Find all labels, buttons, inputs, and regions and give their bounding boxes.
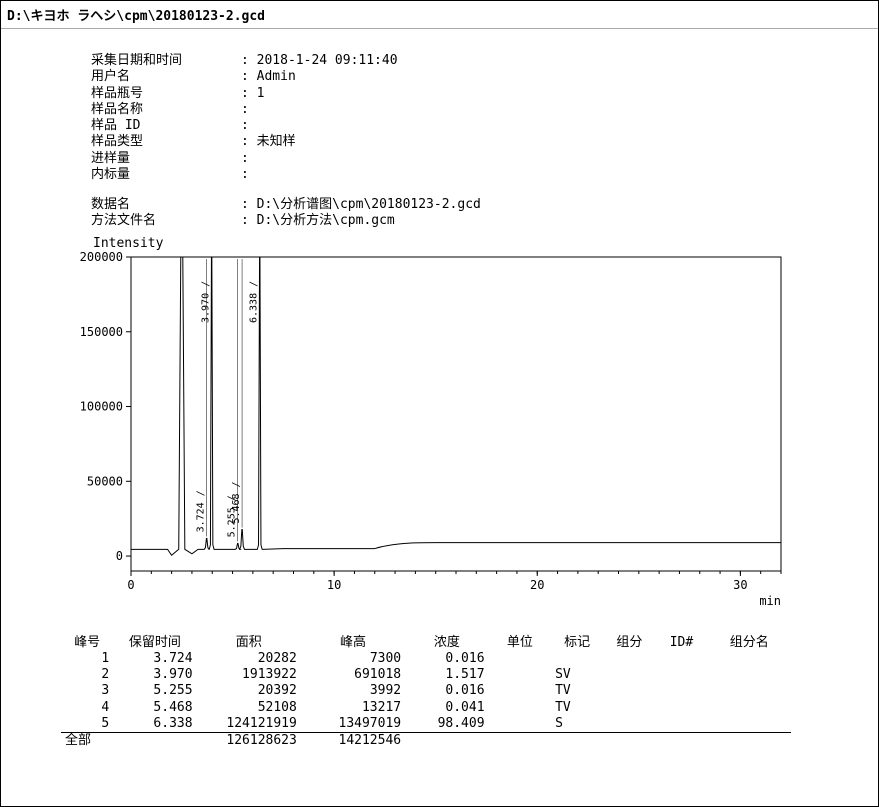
file-path: D:\キヨホ ラヘシ\cpm\20180123-2.gcd — [7, 9, 265, 24]
label-inj-volume: 进样量 — [91, 151, 241, 167]
svg-text:30: 30 — [733, 578, 747, 592]
table-totals: 全部12612862314212546 — [61, 733, 791, 750]
table-row: 13.7242028273000.016 — [61, 651, 791, 667]
peak-table-header: 峰号 保留时间 面积 峰高 浓度 单位 标记 组分 ID# 组分名 — [61, 635, 791, 651]
peak-table-body: 13.7242028273000.01623.97019139226910181… — [61, 651, 791, 750]
svg-text:150000: 150000 — [80, 324, 123, 338]
hdr-id: ID# — [655, 635, 707, 651]
label-istd-amount: 内标量 — [91, 167, 241, 183]
label-data-file: 数据名 — [91, 197, 241, 213]
value-user: Admin — [241, 69, 878, 85]
svg-text:3.970 /: 3.970 / — [201, 280, 212, 322]
value-sample-type: 未知样 — [241, 134, 878, 150]
sample-meta: 采集日期和时间 2018-1-24 09:11:40 用户名 Admin 样品瓶… — [91, 53, 878, 183]
svg-text:200000: 200000 — [80, 251, 123, 264]
value-sample-id — [241, 118, 878, 134]
file-path-bar: D:\キヨホ ラヘシ\cpm\20180123-2.gcd — [1, 1, 878, 29]
svg-text:5.468 /: 5.468 / — [231, 481, 242, 523]
value-method-file: D:\分析方法\cpm.gcm — [241, 213, 878, 229]
chromatogram-chart: 0 50000 100000 150000 200000 0 10 20 30 min 3.724 … — [61, 251, 791, 631]
peak-table-wrap: 峰号 保留时间 面积 峰高 浓度 单位 标记 组分 ID# 组分名 13.724… — [61, 635, 791, 750]
hdr-conc: 浓度 — [405, 635, 488, 651]
hdr-rt: 保留时间 — [113, 635, 196, 651]
svg-text:6.338 /: 6.338 / — [249, 280, 260, 322]
hdr-mark: 标记 — [551, 635, 603, 651]
svg-text:100000: 100000 — [80, 399, 123, 413]
value-vial: 1 — [241, 86, 878, 102]
svg-text:3.724 /: 3.724 / — [196, 490, 207, 532]
value-sample-name — [241, 102, 878, 118]
hdr-name: 组分名 — [708, 635, 791, 651]
label-user: 用户名 — [91, 69, 241, 85]
table-row: 56.3381241219191349701998.409S — [61, 716, 791, 733]
table-row: 45.46852108132170.041TV — [61, 700, 791, 716]
table-row: 23.97019139226910181.517SV — [61, 667, 791, 683]
file-meta: 数据名 D:\分析谱图\cpm\20180123-2.gcd 方法文件名 D:\… — [91, 197, 878, 230]
svg-text:10: 10 — [327, 578, 341, 592]
svg-text:20: 20 — [530, 578, 544, 592]
value-istd-amount — [241, 167, 878, 183]
hdr-area: 面积 — [197, 635, 301, 651]
value-datetime: 2018-1-24 09:11:40 — [241, 53, 878, 69]
svg-text:min: min — [759, 594, 781, 608]
hdr-idx: 峰号 — [61, 635, 113, 651]
label-vial: 样品瓶号 — [91, 86, 241, 102]
svg-text:50000: 50000 — [87, 474, 123, 488]
report-page: D:\キヨホ ラヘシ\cpm\20180123-2.gcd 采集日期和时间 20… — [0, 0, 879, 807]
report-content: 采集日期和时间 2018-1-24 09:11:40 用户名 Admin 样品瓶… — [1, 29, 878, 749]
value-inj-volume — [241, 151, 878, 167]
svg-text:0: 0 — [116, 549, 123, 563]
hdr-unit: 单位 — [489, 635, 552, 651]
label-datetime: 采集日期和时间 — [91, 53, 241, 69]
peak-table: 峰号 保留时间 面积 峰高 浓度 单位 标记 组分 ID# 组分名 13.724… — [61, 635, 791, 750]
label-sample-type: 样品类型 — [91, 134, 241, 150]
intensity-axis-label: Intensity — [93, 236, 878, 251]
hdr-height: 峰高 — [301, 635, 405, 651]
label-sample-name: 样品名称 — [91, 102, 241, 118]
chromatogram-svg: 0 50000 100000 150000 200000 0 10 20 30 min 3.724 … — [61, 251, 791, 631]
hdr-group: 组分 — [603, 635, 655, 651]
label-method-file: 方法文件名 — [91, 213, 241, 229]
svg-text:0: 0 — [127, 578, 134, 592]
value-data-file: D:\分析谱图\cpm\20180123-2.gcd — [241, 197, 878, 213]
table-row: 35.2552039239920.016TV — [61, 683, 791, 699]
label-sample-id: 样品 ID — [91, 118, 241, 134]
